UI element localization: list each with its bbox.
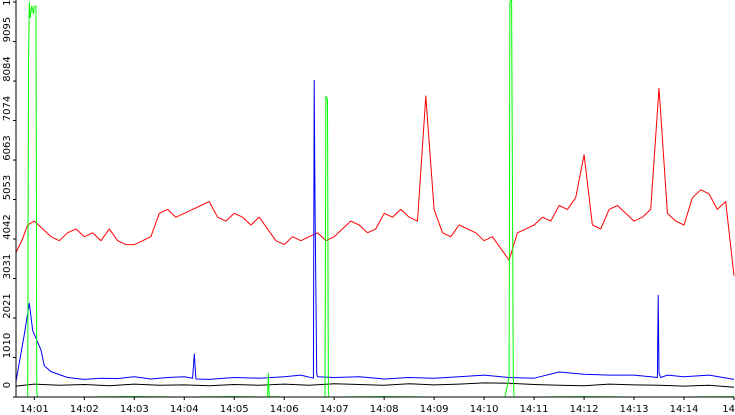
axes-layer: [15, 0, 734, 398]
x-tick-label: 14: [722, 404, 735, 415]
x-tick-label: 14:10: [470, 404, 499, 415]
y-tick-label: 10106: [2, 0, 13, 6]
y-tick-label: 9095: [2, 17, 13, 42]
y-tick-label: 8084: [2, 56, 13, 81]
x-tick-label: 14:14: [670, 404, 699, 415]
y-tick-label: 0: [2, 382, 13, 388]
y-tick-label: 6063: [2, 135, 13, 160]
y-tick-label: 4042: [2, 214, 13, 239]
y-tick-label: 5053: [2, 175, 13, 200]
x-tick-label: 14:12: [570, 404, 599, 415]
x-tick-label: 14:08: [370, 404, 399, 415]
x-tick-label: 14:04: [170, 404, 199, 415]
x-tick-label: 14:03: [120, 404, 149, 415]
x-axis-ticks: 14:01 14:02 14:03 14:04 14:05 14:06 14:07 14:08…: [20, 397, 735, 415]
y-tick-label: 1010: [2, 333, 13, 358]
y-tick-label: 2021: [2, 293, 13, 318]
x-tick-label: 14:09: [420, 404, 449, 415]
y-tick-label: 7074: [2, 96, 13, 121]
x-tick-label: 14:13: [620, 404, 649, 415]
y-tick-label: 3031: [2, 254, 13, 279]
x-tick-label: 14:11: [520, 404, 549, 415]
x-tick-label: 14:01: [20, 404, 49, 415]
x-tick-label: 14:06: [270, 404, 299, 415]
x-tick-label: 14:02: [70, 404, 99, 415]
x-tick-label: 14:05: [220, 404, 249, 415]
series-line-3: [15, 382, 735, 388]
x-tick-label: 14:07: [320, 404, 349, 415]
series-line-1: [15, 87, 735, 276]
y-axis-ticks: 0 1010 2021 3031 4042 5053 6063 7074 8084 9095 101…: [2, 0, 16, 398]
series-line-2: [15, 79, 735, 382]
